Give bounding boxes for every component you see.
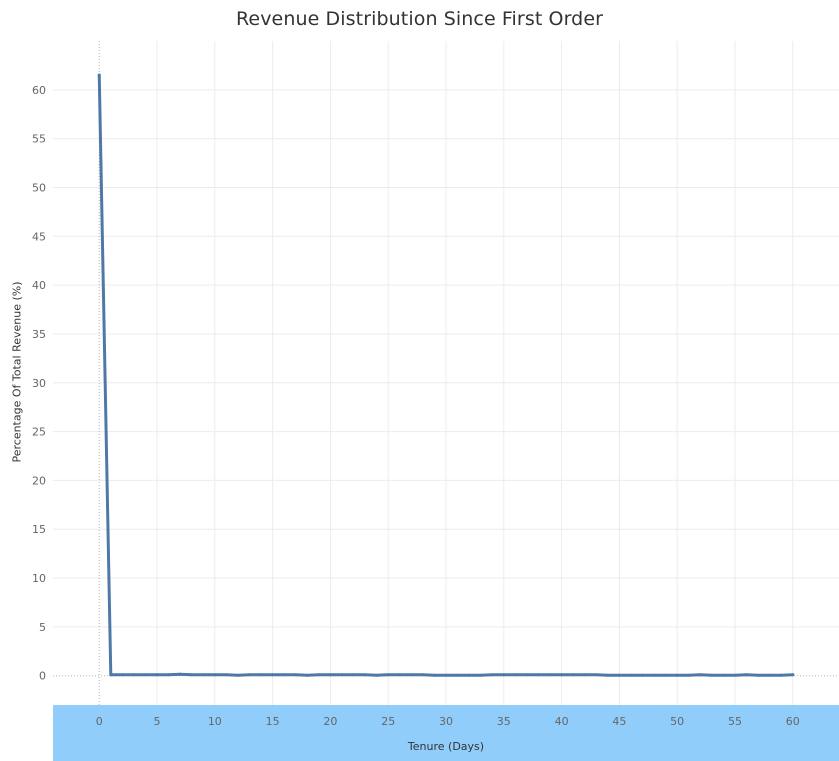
data-point bbox=[143, 673, 147, 677]
data-point bbox=[97, 73, 101, 77]
y-tick-label: 5 bbox=[39, 621, 46, 634]
data-point bbox=[583, 673, 587, 677]
data-point bbox=[768, 673, 772, 677]
y-tick-label: 40 bbox=[32, 279, 46, 292]
x-axis-ticks: 0 5 10 15 20 25 30 35 40 45 50 55 60 bbox=[96, 715, 800, 728]
data-point bbox=[328, 673, 332, 677]
data-point bbox=[352, 673, 356, 677]
y-tick-label: 25 bbox=[32, 426, 46, 439]
data-point bbox=[548, 673, 552, 677]
grid-lines bbox=[53, 41, 839, 705]
x-tick-label: 60 bbox=[786, 715, 800, 728]
data-point bbox=[791, 673, 795, 677]
data-point bbox=[779, 673, 783, 677]
data-point bbox=[178, 672, 182, 676]
data-point bbox=[467, 673, 471, 677]
data-point bbox=[224, 673, 228, 677]
data-point bbox=[375, 673, 379, 677]
y-tick-label: 50 bbox=[32, 181, 46, 194]
data-point bbox=[132, 673, 136, 677]
data-point bbox=[617, 673, 621, 677]
data-point bbox=[490, 673, 494, 677]
x-axis-band bbox=[53, 705, 839, 761]
data-point bbox=[167, 673, 171, 677]
y-tick-label: 35 bbox=[32, 328, 46, 341]
data-point bbox=[456, 673, 460, 677]
data-point bbox=[733, 673, 737, 677]
data-point bbox=[444, 673, 448, 677]
data-point bbox=[710, 673, 714, 677]
data-point bbox=[536, 673, 540, 677]
y-tick-label: 55 bbox=[32, 133, 46, 146]
data-point bbox=[236, 673, 240, 677]
data-point bbox=[652, 673, 656, 677]
data-point bbox=[664, 673, 668, 677]
data-point bbox=[502, 673, 506, 677]
y-tick-label: 0 bbox=[39, 670, 46, 683]
data-point bbox=[641, 673, 644, 677]
x-tick-label: 5 bbox=[154, 715, 161, 728]
data-point bbox=[294, 673, 298, 677]
y-tick-label: 30 bbox=[32, 377, 46, 390]
data-point bbox=[120, 673, 124, 677]
x-tick-label: 55 bbox=[728, 715, 742, 728]
x-tick-label: 15 bbox=[266, 715, 280, 728]
x-axis-title: Tenure (Days) bbox=[407, 740, 485, 753]
y-tick-label: 60 bbox=[32, 84, 46, 97]
x-tick-label: 50 bbox=[670, 715, 684, 728]
data-point bbox=[675, 673, 679, 677]
data-point bbox=[109, 673, 113, 677]
x-tick-label: 30 bbox=[439, 715, 453, 728]
y-tick-label: 45 bbox=[32, 230, 46, 243]
data-point bbox=[305, 673, 309, 677]
data-point bbox=[432, 673, 436, 677]
x-tick-label: 45 bbox=[612, 715, 626, 728]
x-tick-label: 10 bbox=[208, 715, 222, 728]
data-point bbox=[513, 673, 517, 677]
data-point bbox=[629, 673, 633, 677]
y-tick-label: 20 bbox=[32, 474, 46, 487]
x-tick-label: 40 bbox=[555, 715, 569, 728]
data-point bbox=[271, 673, 275, 677]
data-point bbox=[560, 673, 564, 677]
data-point bbox=[756, 673, 760, 677]
y-tick-label: 10 bbox=[32, 572, 46, 585]
data-point bbox=[409, 673, 413, 677]
data-point bbox=[340, 673, 344, 677]
data-point bbox=[721, 673, 725, 677]
data-point bbox=[479, 673, 483, 677]
data-point bbox=[525, 673, 529, 677]
data-point bbox=[594, 673, 598, 677]
data-point bbox=[248, 673, 251, 677]
data-point bbox=[571, 673, 575, 677]
y-axis-ticks: 0 5 10 15 20 25 30 35 40 45 50 55 60 bbox=[32, 84, 46, 683]
data-point bbox=[386, 673, 390, 677]
data-point bbox=[745, 673, 749, 677]
series-layer bbox=[97, 73, 795, 677]
data-point bbox=[213, 673, 217, 677]
data-point bbox=[259, 673, 263, 677]
x-tick-label: 0 bbox=[96, 715, 103, 728]
x-tick-label: 20 bbox=[323, 715, 337, 728]
data-point bbox=[190, 673, 194, 677]
data-point bbox=[363, 673, 367, 677]
data-point bbox=[687, 673, 691, 677]
data-point bbox=[398, 673, 402, 677]
data-point bbox=[421, 673, 425, 677]
x-tick-label: 25 bbox=[381, 715, 395, 728]
data-point bbox=[282, 673, 286, 677]
data-point bbox=[155, 673, 159, 677]
chart-title: Revenue Distribution Since First Order bbox=[235, 8, 604, 30]
y-tick-label: 15 bbox=[32, 523, 46, 536]
data-point bbox=[698, 673, 702, 677]
data-point bbox=[606, 673, 610, 677]
data-point bbox=[317, 673, 321, 677]
x-tick-label: 35 bbox=[497, 715, 511, 728]
data-point bbox=[201, 673, 205, 677]
